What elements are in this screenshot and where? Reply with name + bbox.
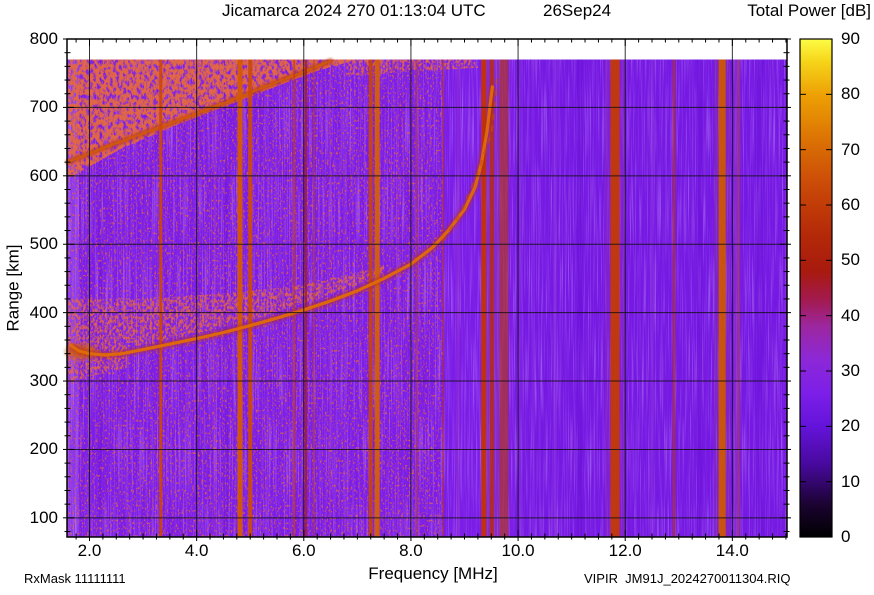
colorbar-tick-label: 60 — [841, 195, 860, 214]
grid-lines — [67, 39, 787, 537]
colorbar — [799, 38, 833, 538]
x-mode-fragments — [442, 78, 498, 242]
plot-frame-and-ticks — [63, 38, 791, 541]
colorbar-tick-label: 50 — [841, 250, 860, 270]
x-tick-label: 4.0 — [184, 541, 209, 560]
background-speckle — [67, 59, 444, 537]
title-date: 26Sep24 — [543, 1, 612, 20]
x-tick-label: 2.0 — [77, 541, 102, 560]
page-title: Jicamarca 2024 270 01:13:04 UTC — [222, 1, 486, 20]
y-tick-label: 800 — [29, 29, 58, 48]
x-tick-label: 12.0 — [608, 541, 642, 560]
rfi-stripes-group — [159, 59, 741, 538]
colorbar-tick-label: 20 — [841, 416, 860, 436]
y-tick-label: 100 — [29, 507, 58, 527]
x-axis-label: Frequency [MHz] — [368, 564, 498, 583]
y-tick-label: 200 — [29, 439, 58, 459]
x-tick-label: 14.0 — [715, 541, 749, 560]
colorbar-tick-label: 90 — [841, 29, 860, 48]
colorbar-tick-label: 40 — [841, 305, 860, 325]
x-tick-label: 8.0 — [399, 541, 423, 560]
y-tick-label: 500 — [29, 234, 58, 254]
x-tick-label: 10.0 — [501, 541, 535, 560]
colorbar-tick-label: 80 — [841, 84, 860, 104]
data-filename-text: VIPIR JM91J_2024270011304.RIQ — [584, 571, 791, 586]
colorbar-tick-label: 30 — [841, 361, 860, 380]
y-tick-label: 600 — [29, 165, 58, 185]
colorbar-tick-label: 10 — [841, 471, 860, 491]
y-tick-label: 700 — [29, 97, 58, 117]
colorbar-tick-label: 70 — [841, 139, 860, 159]
y-tick-label: 300 — [29, 371, 58, 391]
colorbar-title: Total Power [dB] — [747, 1, 871, 20]
rx-mask-text: RxMask 11111111 — [24, 571, 126, 586]
colorbar-tick-label: 0 — [841, 527, 851, 546]
x-tick-label: 6.0 — [291, 541, 316, 560]
y-tick-label: 400 — [29, 302, 58, 322]
second-hop-band — [65, 58, 334, 165]
